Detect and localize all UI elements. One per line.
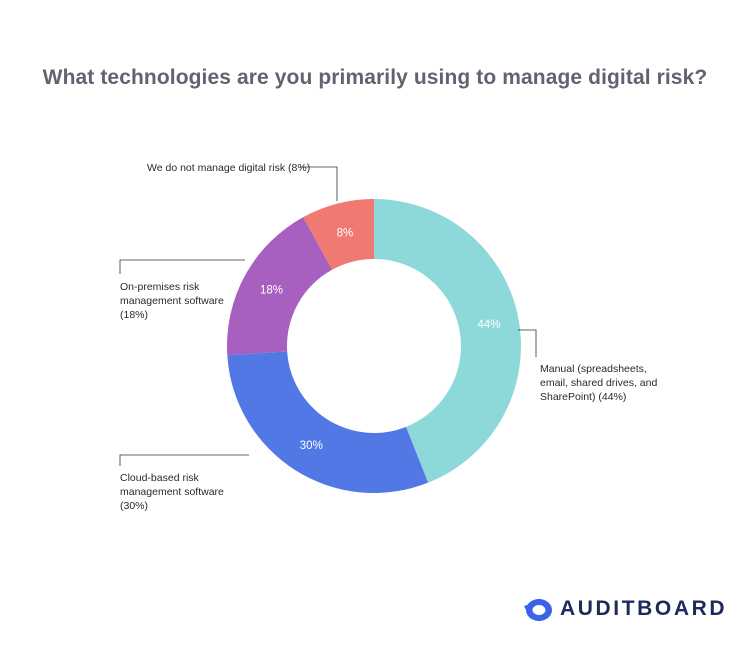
slice-percent-label: 18% [260, 285, 283, 297]
leader-line [119, 259, 245, 274]
callout-line: Manual (spreadsheets, [540, 363, 647, 375]
slice-percent-label: 30% [300, 440, 323, 452]
callout-line: email, shared drives, and [540, 377, 658, 389]
callout-line: On-premises risk [120, 281, 200, 293]
donut-slice [303, 199, 374, 270]
leader-line [518, 329, 537, 357]
auditboard-mark-icon [524, 599, 552, 621]
leader-line [300, 166, 338, 201]
callout-cloud: Cloud-based risk management software (30… [120, 471, 260, 513]
callout-line: SharePoint) (44%) [540, 391, 627, 403]
callout-none: We do not manage digital risk (8%) [147, 161, 337, 175]
callout-onprem: On-premises risk management software (18… [120, 280, 260, 322]
callout-line: (18%) [120, 309, 149, 321]
callout-line: (30%) [120, 500, 149, 512]
callout-manual: Manual (spreadsheets, email, shared driv… [540, 362, 680, 404]
leader-line [119, 454, 249, 466]
chart-title: What technologies are you primarily usin… [42, 66, 708, 89]
slice-percent-label: 44% [477, 319, 500, 331]
donut-slice [227, 351, 429, 494]
donut-slice [374, 199, 522, 483]
callout-line: management software [120, 295, 224, 307]
slice-percent-label: 8% [337, 228, 354, 240]
callout-line: Cloud-based risk [120, 472, 199, 484]
brand-name: AUDITBOARD [560, 597, 728, 620]
callout-line: management software [120, 486, 224, 498]
callout-line: We do not manage digital risk (8%) [147, 162, 311, 174]
donut-slice [227, 217, 333, 356]
